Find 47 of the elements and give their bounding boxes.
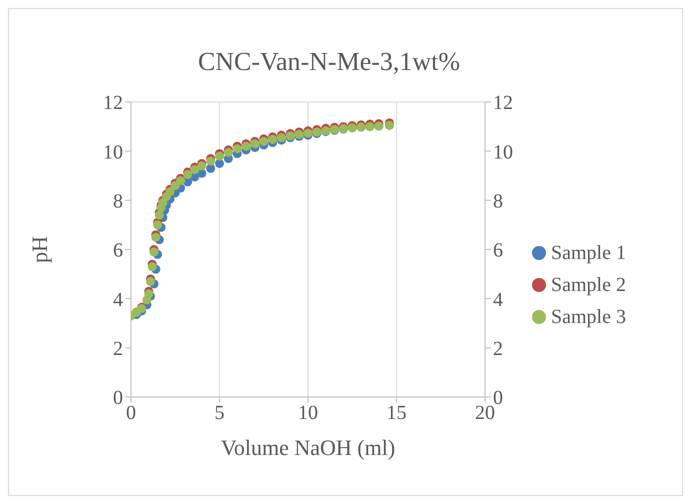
point xyxy=(259,136,268,146)
point xyxy=(214,152,224,161)
point xyxy=(149,247,159,256)
legend-label: Sample 3 xyxy=(551,305,626,330)
point xyxy=(176,176,186,186)
point xyxy=(268,134,278,144)
y-tick-label: 0 xyxy=(113,387,123,410)
y2-tick-label: 4 xyxy=(493,288,503,311)
point xyxy=(206,164,216,173)
point xyxy=(214,158,224,168)
point xyxy=(242,142,251,151)
y-tick-label: 12 xyxy=(103,92,123,114)
chart-title: CNC-Van-N-Me-3,1wt% xyxy=(196,47,462,77)
point xyxy=(190,165,200,174)
point xyxy=(276,133,286,142)
point xyxy=(153,220,162,230)
point xyxy=(232,144,242,154)
y2-tick-label: 10 xyxy=(493,141,513,164)
y-tick-label: 4 xyxy=(113,288,123,311)
point xyxy=(154,210,164,220)
y2-tick-label: 8 xyxy=(493,190,503,212)
point xyxy=(206,156,216,166)
y-tick-label: 10 xyxy=(103,141,123,164)
y-tick-label: 8 xyxy=(113,190,123,212)
point xyxy=(151,232,160,242)
legend-label: Sample 2 xyxy=(551,273,626,298)
x-tick-label: 10 xyxy=(298,402,318,424)
y2-tick-label: 6 xyxy=(493,240,503,262)
point xyxy=(183,170,192,180)
point xyxy=(144,289,154,298)
x-axis-title: Volume NaOH (ml) xyxy=(220,435,396,460)
point xyxy=(250,139,260,148)
point xyxy=(148,262,157,272)
y-tick-label: 2 xyxy=(113,338,123,360)
legend-label: Sample 1 xyxy=(551,241,626,266)
y2-tick-label: 0 xyxy=(493,387,503,410)
x-tick-label: 5 xyxy=(214,402,224,424)
point xyxy=(224,148,233,157)
x-tick-label: 15 xyxy=(386,402,406,424)
x-tick-label: 20 xyxy=(475,402,495,424)
point xyxy=(165,187,174,196)
y-axis-title: pH xyxy=(26,236,52,263)
y2-tick-label: 2 xyxy=(493,338,503,360)
y2-tick-label: 12 xyxy=(493,92,513,114)
point xyxy=(146,276,155,286)
point xyxy=(197,161,206,170)
y-tick-label: 6 xyxy=(113,240,123,262)
